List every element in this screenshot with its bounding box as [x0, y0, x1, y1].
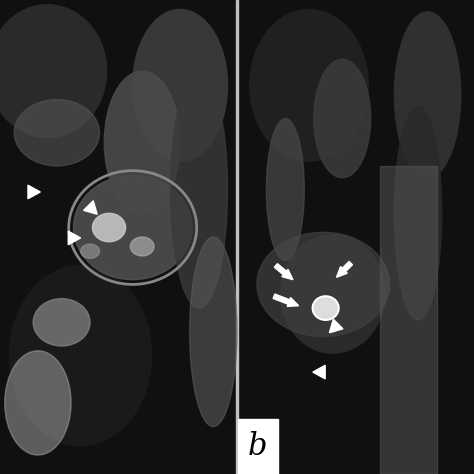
Ellipse shape: [0, 5, 107, 137]
Ellipse shape: [394, 12, 461, 178]
Text: b: b: [248, 431, 268, 462]
Ellipse shape: [81, 244, 100, 258]
Polygon shape: [28, 185, 40, 199]
Ellipse shape: [314, 298, 337, 319]
Polygon shape: [84, 201, 97, 214]
FancyArrow shape: [337, 261, 353, 277]
Ellipse shape: [281, 235, 385, 353]
Bar: [236, 0, 238, 474]
Ellipse shape: [14, 100, 100, 166]
Polygon shape: [313, 365, 325, 379]
Ellipse shape: [73, 175, 192, 280]
Ellipse shape: [266, 118, 304, 261]
Ellipse shape: [394, 107, 442, 320]
Ellipse shape: [5, 351, 71, 455]
Polygon shape: [68, 231, 81, 245]
Ellipse shape: [9, 265, 152, 446]
Ellipse shape: [33, 299, 90, 346]
Ellipse shape: [130, 237, 154, 256]
Polygon shape: [329, 319, 343, 333]
Ellipse shape: [257, 232, 390, 337]
Ellipse shape: [92, 213, 126, 242]
FancyArrow shape: [274, 264, 293, 280]
Ellipse shape: [190, 237, 237, 427]
Bar: [380, 166, 437, 474]
Ellipse shape: [250, 9, 368, 161]
Bar: [238, 419, 278, 474]
Bar: [0, 0, 236, 474]
Ellipse shape: [171, 71, 228, 308]
Ellipse shape: [133, 9, 228, 161]
FancyArrow shape: [273, 294, 299, 306]
Ellipse shape: [314, 59, 371, 178]
Ellipse shape: [104, 71, 180, 213]
Bar: [238, 0, 474, 474]
